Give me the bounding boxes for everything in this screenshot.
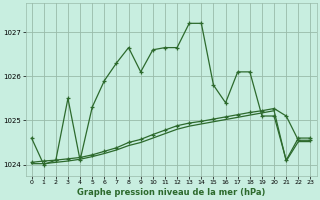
X-axis label: Graphe pression niveau de la mer (hPa): Graphe pression niveau de la mer (hPa) <box>77 188 265 197</box>
